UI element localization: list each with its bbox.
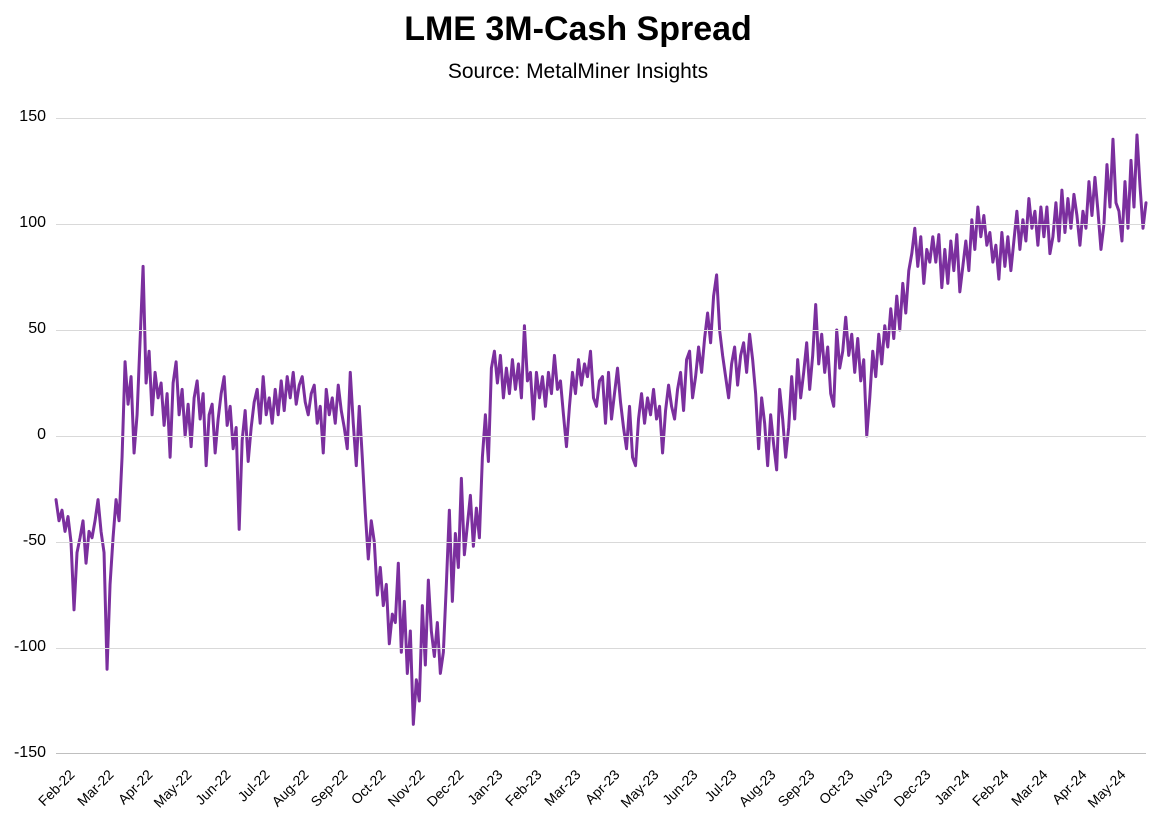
plot-area (56, 118, 1146, 754)
y-tick-label: 150 (0, 108, 46, 126)
chart-subtitle: Source: MetalMiner Insights (0, 60, 1156, 84)
gridline (56, 436, 1146, 437)
gridline (56, 224, 1146, 225)
y-tick-label: -150 (0, 744, 46, 762)
gridline (56, 754, 1146, 755)
gridline (56, 330, 1146, 331)
y-tick-label: -100 (0, 638, 46, 656)
y-tick-label: 0 (0, 426, 46, 444)
chart-title: LME 3M-Cash Spread (0, 10, 1156, 49)
gridline (56, 118, 1146, 119)
y-tick-label: 100 (0, 214, 46, 232)
y-tick-label: 50 (0, 320, 46, 338)
y-tick-label: -50 (0, 532, 46, 550)
chart-container: LME 3M-Cash Spread Source: MetalMiner In… (0, 0, 1156, 828)
gridline (56, 648, 1146, 649)
gridline (56, 542, 1146, 543)
